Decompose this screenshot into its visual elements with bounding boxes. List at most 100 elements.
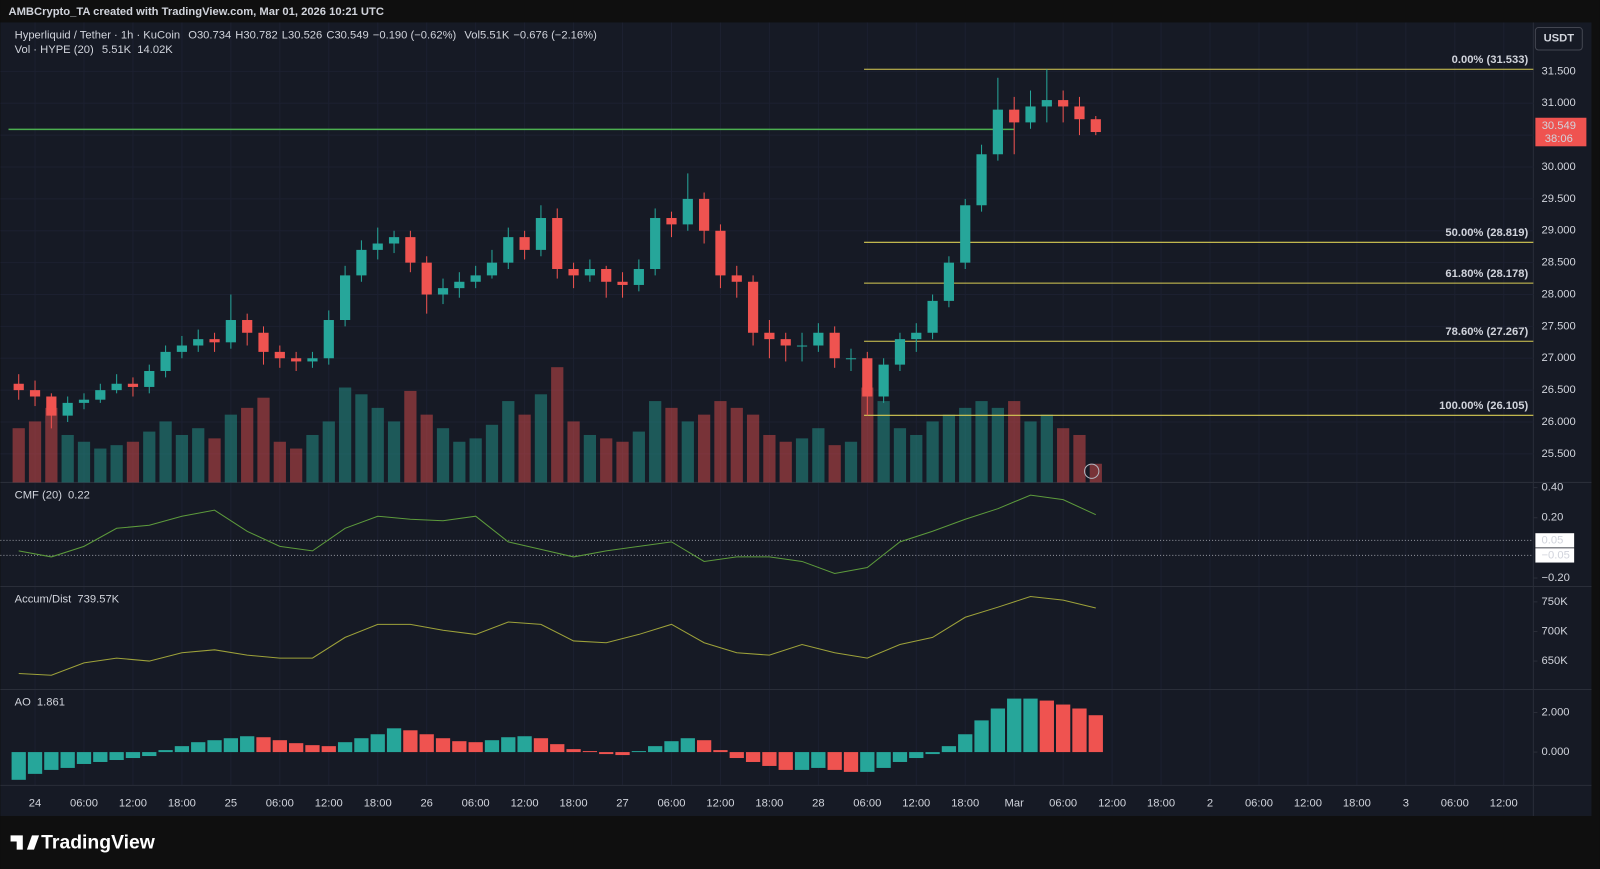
volume-bar xyxy=(877,401,890,483)
x-tick-label: 28 xyxy=(812,798,824,810)
volume-bar xyxy=(632,431,645,483)
volume-bar xyxy=(77,441,91,483)
candle-body xyxy=(1009,109,1020,123)
volume-bar xyxy=(257,397,270,483)
candle-body xyxy=(372,243,383,250)
x-tick-label: 18:00 xyxy=(1147,798,1175,810)
legend-text: 14.02K xyxy=(137,44,173,56)
volume-bar xyxy=(730,407,743,483)
candle-body xyxy=(829,332,840,359)
ao-bar xyxy=(745,752,761,762)
volume-bar xyxy=(828,445,841,483)
candle-body xyxy=(127,383,139,387)
ao-bar xyxy=(452,741,467,753)
x-tick-label: 18:00 xyxy=(364,798,392,810)
candle-body xyxy=(633,269,644,285)
y-tick-label: 26.000 xyxy=(1542,416,1576,428)
level-tag xyxy=(1535,548,1575,563)
ao-bar xyxy=(925,752,940,755)
candle-body xyxy=(503,237,514,263)
candle-body xyxy=(78,399,90,403)
y-tick-label: 27.000 xyxy=(1542,352,1576,364)
x-tick-label: 06:00 xyxy=(1441,798,1469,810)
ao-bar xyxy=(582,751,598,753)
fib-label: 78.60% (27.267) xyxy=(1445,326,1528,338)
currency-button[interactable] xyxy=(1534,27,1583,51)
candle-body xyxy=(225,320,236,343)
volume-bar xyxy=(698,414,711,483)
volume-bar xyxy=(28,421,42,483)
legend-text: Vol xyxy=(464,30,480,42)
volume-bar xyxy=(290,448,303,483)
candle-body xyxy=(568,269,579,276)
volume-bar xyxy=(387,421,401,483)
candle-body xyxy=(421,262,432,295)
volume-bar xyxy=(518,414,531,483)
volume-bar xyxy=(763,434,776,483)
ao-bar xyxy=(1039,700,1054,753)
x-tick-label: 3 xyxy=(1403,798,1409,810)
ao-bar xyxy=(762,752,777,766)
legend-text: 0.22 xyxy=(68,490,90,502)
ao-bar xyxy=(11,752,26,780)
volume-bar xyxy=(893,428,907,483)
candle-body xyxy=(796,345,808,347)
candle-body xyxy=(682,198,693,225)
ao-bar xyxy=(386,728,402,753)
candle-body xyxy=(62,402,73,416)
ao-bar xyxy=(484,740,500,753)
volume-bar xyxy=(159,421,172,483)
volume-bar xyxy=(404,390,417,483)
ao-bar xyxy=(1007,698,1022,753)
ao-bar xyxy=(109,752,124,761)
candle-body xyxy=(943,262,955,301)
x-tick-label: 12:00 xyxy=(706,798,734,810)
volume-bar xyxy=(110,445,123,483)
volume-bar xyxy=(910,434,923,483)
ao-bar xyxy=(566,749,581,753)
ao-bar xyxy=(1023,698,1038,753)
ao-bar xyxy=(305,745,320,753)
ao-bar xyxy=(354,738,369,753)
volume-bar xyxy=(355,394,368,483)
ao-bar xyxy=(696,740,712,753)
x-tick-label: 06:00 xyxy=(462,798,490,810)
ao-bar xyxy=(272,740,287,753)
ao-bar xyxy=(403,730,418,753)
ao-bar xyxy=(289,743,304,753)
volume-bar xyxy=(746,414,760,483)
candle-body xyxy=(813,332,824,346)
volume-bar xyxy=(192,428,205,483)
candle-body xyxy=(274,351,285,359)
candle-body xyxy=(911,332,922,340)
ao-bar xyxy=(93,752,108,762)
volume-bar xyxy=(926,421,939,483)
candle-body xyxy=(111,383,122,391)
volume-bar xyxy=(844,441,858,483)
y-tick-label: 650K xyxy=(1542,655,1569,667)
candle-body xyxy=(13,383,24,391)
candle-body xyxy=(764,332,775,340)
volume-bar xyxy=(61,434,74,483)
ao-bar xyxy=(941,746,957,753)
y-tick-label: 25.500 xyxy=(1542,448,1576,460)
x-tick-label: 06:00 xyxy=(266,798,294,810)
x-tick-label: 12:00 xyxy=(315,798,343,810)
y-tick-label: 29.500 xyxy=(1542,193,1576,205)
caption: AMBCrypto_TA created with TradingView.co… xyxy=(9,6,384,18)
y-tick-label: −0.20 xyxy=(1542,572,1570,584)
ao-bar xyxy=(1056,704,1071,753)
ao-bar xyxy=(599,752,614,755)
candle-body xyxy=(699,198,710,231)
legend-text: C xyxy=(326,30,334,42)
candle-body xyxy=(894,339,906,365)
y-tick-label: 31.000 xyxy=(1542,97,1576,109)
legend-text: 5.51K xyxy=(102,44,132,56)
volume-bar xyxy=(567,421,580,483)
candle-body xyxy=(552,218,563,270)
ao-bar xyxy=(76,752,92,764)
ao-bar xyxy=(860,752,875,772)
y-tick-label: 750K xyxy=(1542,596,1569,608)
legend-text: −0.676 (−2.16%) xyxy=(513,30,597,42)
